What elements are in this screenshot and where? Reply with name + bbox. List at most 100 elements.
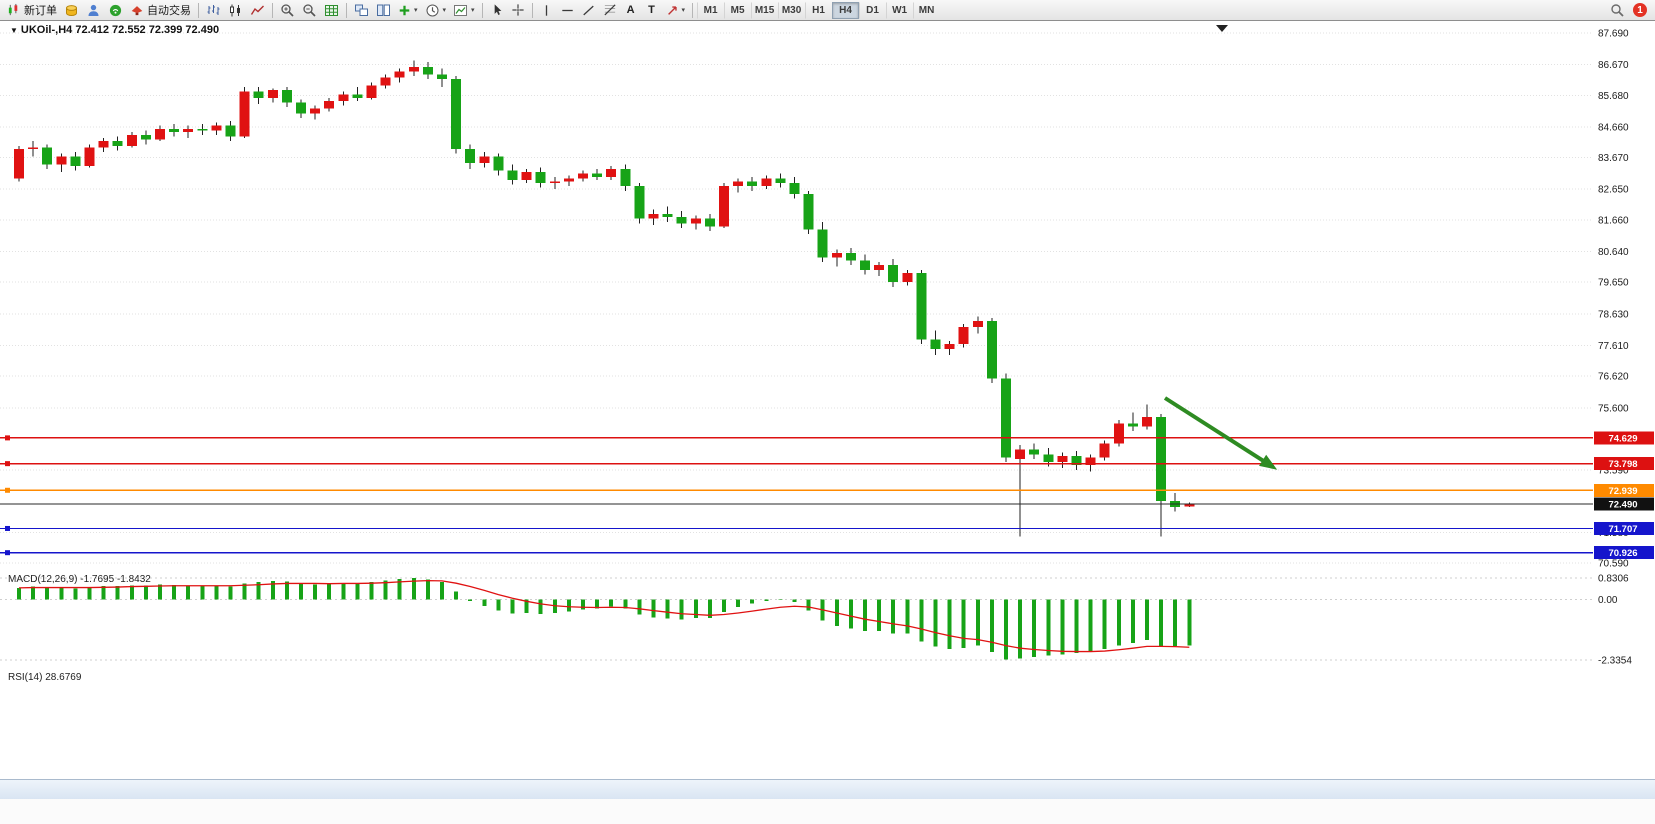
price-axis-label: 81.660: [1598, 215, 1629, 226]
trend-arrow-head[interactable]: [1259, 454, 1278, 470]
fibonacci-button[interactable]: [600, 1, 620, 19]
toolbar-separator: [198, 2, 199, 18]
candle-down: [704, 218, 715, 227]
timeframe-button-M15[interactable]: M15: [751, 1, 778, 19]
candle-up: [831, 252, 842, 258]
horizontal-line-icon: [561, 4, 574, 17]
crosshair-icon: [511, 3, 525, 17]
timeframe-button-H4[interactable]: H4: [832, 1, 860, 19]
toolbar-separator: [346, 2, 347, 18]
timeframe-button-M30[interactable]: M30: [778, 1, 805, 19]
funds-button[interactable]: [61, 1, 82, 19]
accounts-button[interactable]: [83, 1, 104, 19]
trendline-button[interactable]: [579, 1, 599, 19]
timeframe-button-M5[interactable]: M5: [724, 1, 751, 19]
indicators-button[interactable]: ▾: [395, 1, 421, 19]
periods-button[interactable]: ▾: [422, 1, 450, 19]
chart-canvas[interactable]: 87.690 86.670 85.680 84.660 83.670 82.650 81.6…: [0, 21, 1655, 779]
candle-up: [719, 186, 729, 227]
tile-windows-button[interactable]: [351, 1, 372, 19]
candle-up: [958, 327, 969, 345]
text-button[interactable]: T: [642, 1, 662, 19]
price-badge: [1594, 483, 1654, 497]
line-handle[interactable]: [5, 487, 10, 493]
candle-up: [338, 94, 349, 101]
templates-button[interactable]: ▾: [450, 1, 478, 19]
candle-down: [634, 186, 645, 219]
timeframe-button-M1[interactable]: M1: [697, 1, 724, 19]
candle-down: [140, 134, 151, 140]
line-chart-icon: [250, 3, 265, 18]
line-handle[interactable]: [5, 550, 10, 556]
candlestick-chart-button[interactable]: [225, 1, 246, 19]
toolbar-separator: [692, 2, 694, 18]
price-axis-label: 85.680: [1598, 91, 1629, 102]
auto-trading-icon: [130, 3, 144, 17]
candle-up: [1142, 417, 1152, 427]
price-badge-label: 70.926: [1608, 548, 1637, 559]
search-button[interactable]: [1607, 1, 1628, 19]
arrows-button[interactable]: ▾: [663, 1, 689, 19]
grid-button[interactable]: [321, 1, 342, 19]
candle-down: [437, 74, 447, 80]
auto-trading-button[interactable]: 自动交易: [127, 1, 194, 19]
candle-up: [1184, 504, 1195, 507]
price-axis-label: 78.630: [1598, 309, 1629, 320]
signals-button[interactable]: [105, 1, 126, 19]
candle-down: [281, 90, 292, 103]
line-handle[interactable]: [5, 435, 10, 441]
crosshair-button[interactable]: [508, 1, 528, 19]
candle-up: [733, 181, 744, 187]
price-axis-label: 75.600: [1598, 403, 1629, 414]
horizontal-line-button[interactable]: [558, 1, 578, 19]
vertical-line-icon: [540, 4, 553, 17]
zoom-out-button[interactable]: [299, 1, 320, 19]
price-badge-label: 73.798: [1608, 459, 1637, 470]
candle-down: [253, 91, 264, 98]
price-axis-label: 86.670: [1598, 60, 1629, 71]
candle-up: [366, 85, 377, 98]
arrange-windows-button[interactable]: [373, 1, 394, 19]
candle-up: [902, 272, 913, 283]
line-handle[interactable]: [5, 525, 10, 531]
notification-badge[interactable]: 1: [1633, 3, 1647, 17]
bar-chart-button[interactable]: [203, 1, 224, 19]
clock-icon: [425, 3, 440, 18]
candle-up: [408, 66, 419, 72]
cursor-button[interactable]: [487, 1, 507, 19]
template-icon: [453, 3, 468, 18]
price-axis-label: 79.650: [1598, 278, 1629, 289]
text-icon: T: [648, 3, 655, 16]
candle-up: [1057, 455, 1068, 463]
candle-up: [84, 147, 95, 166]
chart-shift-marker[interactable]: [1216, 25, 1228, 32]
candle-up: [761, 178, 772, 187]
caret-icon: ▾: [442, 6, 447, 14]
trend-arrow[interactable]: [1163, 396, 1275, 469]
candle-down: [845, 252, 856, 261]
timeframe-button-MN[interactable]: MN: [913, 1, 940, 19]
timeframe-button-W1[interactable]: W1: [886, 1, 913, 19]
new-order-button[interactable]: 新订单: [4, 1, 60, 19]
cursor-icon: [490, 3, 504, 17]
zoom-in-button[interactable]: [277, 1, 298, 19]
timeframe-button-D1[interactable]: D1: [859, 1, 886, 19]
price-badge-label: 72.939: [1608, 486, 1637, 497]
line-handle[interactable]: [5, 461, 10, 467]
candle-up: [28, 147, 39, 149]
candle-down: [789, 183, 800, 194]
zoom-in-icon: [280, 3, 295, 18]
candle-down: [465, 148, 476, 163]
candle-down: [986, 320, 997, 379]
candle-down: [507, 170, 518, 180]
line-chart-button[interactable]: [247, 1, 268, 19]
text-label-button[interactable]: A: [621, 1, 641, 19]
candle-up: [1085, 457, 1096, 466]
toolbar-separator: [531, 2, 533, 18]
vertical-line-button[interactable]: [537, 1, 557, 19]
candle-down: [70, 156, 81, 166]
candle-down: [860, 260, 870, 270]
candle-down: [676, 217, 687, 224]
timeframe-button-H1[interactable]: H1: [805, 1, 832, 19]
price-badge: [1594, 497, 1654, 511]
